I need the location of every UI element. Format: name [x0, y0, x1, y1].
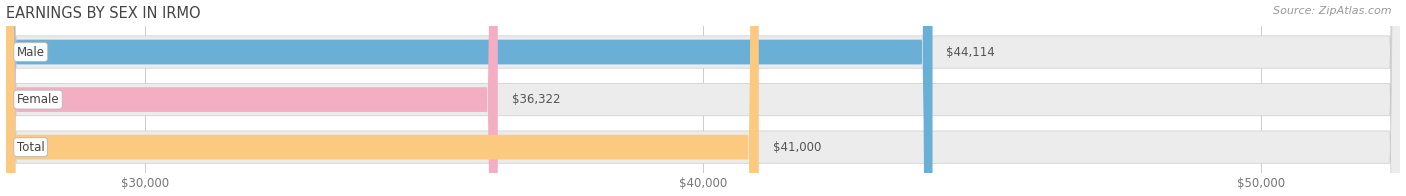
Text: EARNINGS BY SEX IN IRMO: EARNINGS BY SEX IN IRMO [6, 5, 200, 21]
FancyBboxPatch shape [6, 0, 498, 196]
Text: $41,000: $41,000 [773, 141, 821, 154]
FancyBboxPatch shape [6, 0, 1400, 196]
Text: $44,114: $44,114 [946, 45, 995, 59]
Text: Female: Female [17, 93, 59, 106]
FancyBboxPatch shape [6, 0, 1400, 196]
FancyBboxPatch shape [6, 0, 1400, 196]
Text: Male: Male [17, 45, 45, 59]
Text: Total: Total [17, 141, 45, 154]
FancyBboxPatch shape [6, 0, 932, 196]
Text: $36,322: $36,322 [512, 93, 560, 106]
FancyBboxPatch shape [6, 0, 759, 196]
Text: Source: ZipAtlas.com: Source: ZipAtlas.com [1274, 6, 1392, 16]
